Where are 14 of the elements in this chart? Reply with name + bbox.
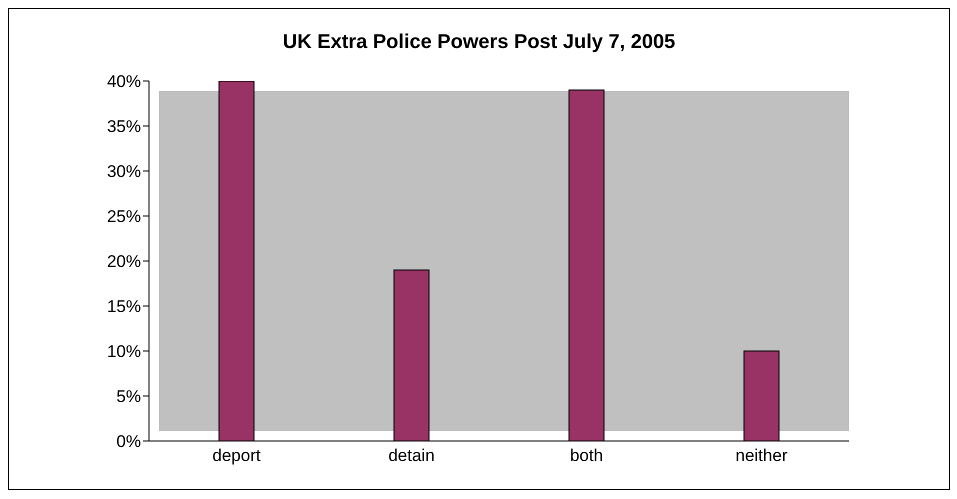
x-tick-label: detain — [388, 446, 435, 466]
x-tick-label: deport — [212, 446, 261, 466]
y-tick-label: 15% — [106, 297, 141, 316]
chart-title: UK Extra Police Powers Post July 7, 2005 — [282, 30, 676, 55]
x-tick-label: both — [570, 446, 604, 466]
y-tick-label: 25% — [106, 207, 141, 226]
y-tick-label: 5% — [116, 387, 141, 406]
y-tick-label: 30% — [106, 162, 141, 182]
y-tick-label: 35% — [106, 117, 141, 136]
y-tick-label: 40% — [106, 72, 141, 92]
y-tick-label: 0% — [116, 432, 141, 452]
x-tick-label: neither — [736, 446, 788, 466]
y-tick-label: 10% — [106, 342, 141, 362]
y-tick-label: 20% — [106, 252, 141, 272]
